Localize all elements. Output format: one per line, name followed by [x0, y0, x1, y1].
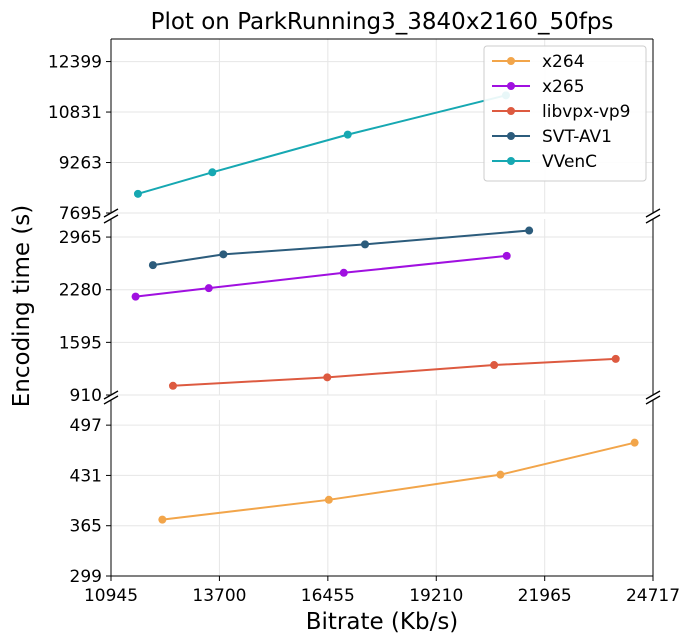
legend-label: x264: [542, 52, 585, 72]
axis-break-mark: [103, 390, 119, 400]
legend-label: x265: [542, 77, 585, 97]
data-point-x265: [131, 292, 140, 301]
legend-swatch-marker: [507, 132, 515, 140]
y-tick-label: 9263: [59, 154, 102, 174]
y-tick-label: 910: [70, 386, 102, 406]
y-tick-label: 365: [70, 517, 102, 537]
x-tick-label: 16455: [301, 586, 355, 606]
axis-break-mark: [103, 208, 119, 218]
series-line-SVT-AV1: [152, 229, 530, 267]
data-point-SVT-AV1: [148, 261, 157, 270]
series-line-x265: [135, 254, 507, 298]
data-point-SVT-AV1: [525, 226, 534, 235]
plot-area: 7695 9263 10831 12399 910 1595 2280 2965 299 365 4…: [48, 38, 680, 606]
x-tick-label: 19210: [409, 586, 463, 606]
x-axis-label: Bitrate (Kb/s): [306, 609, 459, 635]
y-tick-label: 431: [70, 466, 102, 486]
data-point-x265: [204, 284, 213, 293]
data-point-x264: [158, 515, 167, 524]
legend-label: VVenC: [542, 152, 597, 172]
y-tick-label: 1595: [59, 333, 102, 353]
axis-break-mark: [645, 395, 661, 405]
x-tick-label: 24717: [626, 586, 680, 606]
axis-break-mark: [645, 208, 661, 218]
x-tick-label: 13700: [192, 586, 246, 606]
data-point-x264: [496, 470, 505, 479]
data-point-SVT-AV1: [361, 240, 370, 249]
legend-swatch-marker: [507, 107, 515, 115]
data-point-x265: [339, 268, 348, 277]
data-point-VVenC: [133, 189, 142, 198]
x-tick-label: 21965: [518, 586, 572, 606]
axis-break-mark: [103, 214, 119, 224]
data-point-VVenC: [343, 130, 352, 139]
legend-swatch-marker: [507, 82, 515, 90]
series-line-x264: [162, 441, 635, 521]
data-point-SVT-AV1: [219, 250, 228, 259]
y-tick-label: 12399: [48, 53, 102, 73]
axis-break-mark: [103, 395, 119, 405]
x-tick-label: 10945: [84, 586, 138, 606]
y-tick-label: 2965: [59, 228, 102, 248]
chart-title: Plot on ParkRunning3_3840x2160_50fps: [151, 9, 614, 35]
data-point-libvpx-vp9: [490, 361, 499, 370]
y-tick-label: 10831: [48, 103, 102, 123]
data-point-x264: [630, 438, 639, 447]
data-point-libvpx-vp9: [611, 354, 620, 363]
legend-swatch-marker: [507, 157, 515, 165]
y-tick-label: 7695: [59, 204, 102, 224]
legend-box: [483, 45, 647, 182]
series-line-VVenC: [137, 94, 507, 195]
y-tick-label: 2280: [59, 281, 102, 301]
data-point-libvpx-vp9: [323, 373, 332, 382]
y-tick-label: 497: [70, 416, 102, 436]
data-point-x265: [502, 251, 511, 260]
data-point-x264: [324, 495, 333, 504]
legend-label: SVT-AV1: [542, 127, 612, 147]
legend: x264 x265 libvpx-vp9 SVT-AV1 VVenC: [483, 45, 647, 182]
axis-break-mark: [645, 390, 661, 400]
axis-break-mark: [645, 214, 661, 224]
series-line-libvpx-vp9: [172, 357, 616, 387]
legend-label: libvpx-vp9: [542, 102, 631, 122]
y-axis-label: Encoding time (s): [9, 205, 35, 408]
data-point-libvpx-vp9: [168, 381, 177, 390]
data-point-VVenC: [208, 168, 217, 177]
y-tick-label: 299: [70, 567, 102, 587]
legend-swatch-marker: [507, 57, 515, 65]
